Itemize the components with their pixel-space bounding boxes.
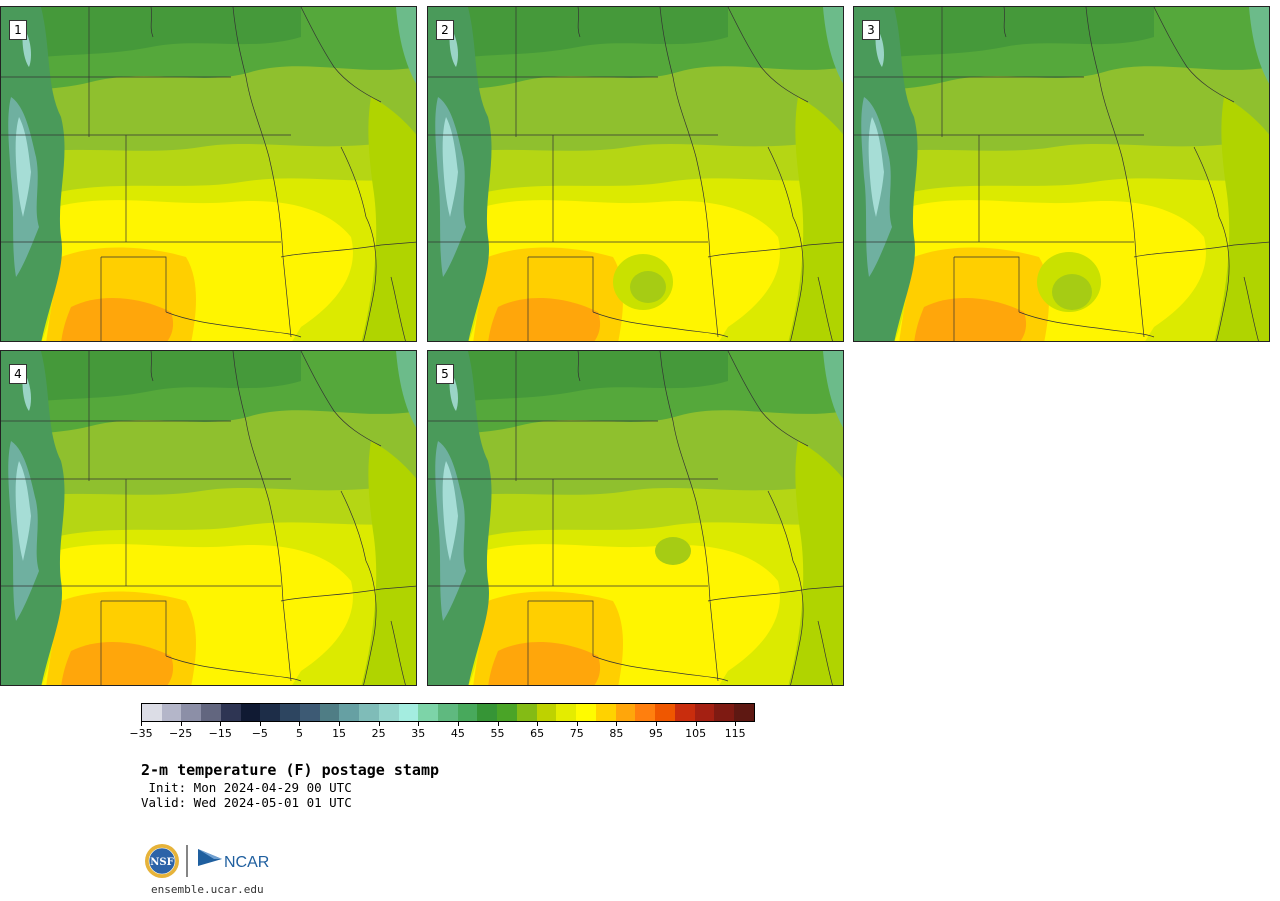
colorbar-tick-label: −35 (129, 727, 153, 740)
colorbar-swatch (497, 704, 517, 721)
colorbar-tick-label: 55 (490, 727, 505, 740)
nsf-ncar-logo: NSF NCAR (145, 844, 269, 878)
colorbar-swatch (418, 704, 439, 721)
chart-title: 2-m temperature (F) postage stamp (141, 761, 440, 779)
colorbar-swatch (477, 704, 498, 721)
colorbar-swatch (398, 704, 419, 721)
member-number: 2 (436, 20, 454, 40)
colorbar-swatch (615, 704, 636, 721)
ncar-logo: NCAR (198, 849, 269, 871)
colorbar-swatch (280, 704, 300, 721)
colorbar-tick (299, 722, 301, 726)
colorbar-tick-label: 45 (450, 727, 465, 740)
colorbar-swatch (299, 704, 320, 721)
colorbar-tick (537, 722, 539, 726)
colorbar-tick (616, 722, 618, 726)
colorbar-swatch (181, 704, 202, 721)
colorbar-tick (497, 722, 499, 726)
colorbar-tick-label: 35 (411, 727, 426, 740)
colorbar-swatch (536, 704, 557, 721)
nsf-logo: NSF (145, 844, 179, 878)
colorbar-swatch (220, 704, 241, 721)
svg-text:NCAR: NCAR (224, 854, 269, 871)
colorbar-tick (339, 722, 341, 726)
colorbar-tick (418, 722, 420, 726)
postage-stamp-panel-4: 4 (0, 350, 417, 686)
member-number: 3 (862, 20, 880, 40)
temperature-map (1, 351, 416, 685)
colorbar-swatch (359, 704, 379, 721)
colorbar-swatch (201, 704, 221, 721)
colorbar (141, 703, 755, 722)
postage-stamp-panel-2: 2 (427, 6, 844, 342)
colorbar-tick-label: −25 (169, 727, 193, 740)
valid-time: Valid: Wed 2024-05-01 01 UTC (141, 795, 352, 810)
temperature-map (428, 7, 843, 341)
init-time: Init: Mon 2024-04-29 00 UTC (141, 780, 352, 795)
colorbar-tick-label: 5 (295, 727, 303, 740)
colorbar-swatch (734, 704, 754, 721)
colorbar-tick (141, 722, 142, 726)
colorbar-tick-label: 25 (371, 727, 386, 740)
colorbar-tick (655, 722, 657, 726)
colorbar-swatch (378, 704, 399, 721)
temperature-map (428, 351, 843, 685)
colorbar-swatch (714, 704, 735, 721)
colorbar-tick-label: −15 (208, 727, 232, 740)
member-number: 5 (436, 364, 454, 384)
colorbar-tick (259, 722, 261, 726)
postage-stamp-panel-3: 3 (853, 6, 1270, 342)
colorbar-tick-label: 115 (724, 727, 746, 740)
colorbar-tick-label: 105 (685, 727, 707, 740)
colorbar-tick (735, 722, 737, 726)
colorbar-tick-label: −5 (251, 727, 268, 740)
colorbar-swatch (260, 704, 281, 721)
colorbar-swatch (635, 704, 656, 721)
colorbar-swatch (655, 704, 675, 721)
footer-url: ensemble.ucar.edu (151, 883, 264, 896)
colorbar-tick (378, 722, 380, 726)
colorbar-tick (180, 722, 182, 726)
colorbar-tick (457, 722, 459, 726)
colorbar-tick-label: 75 (569, 727, 584, 740)
colorbar-swatch (674, 704, 695, 721)
colorbar-swatch (339, 704, 360, 721)
postage-stamp-panel-1: 1 (0, 6, 417, 342)
temperature-map (854, 7, 1269, 341)
colorbar-swatch (556, 704, 577, 721)
postage-stamp-panel-5: 5 (427, 350, 844, 686)
colorbar-tick-label: 85 (609, 727, 624, 740)
member-number: 4 (9, 364, 27, 384)
colorbar-swatch (142, 704, 162, 721)
colorbar-swatch (576, 704, 596, 721)
colorbar-tick-label: 15 (332, 727, 347, 740)
colorbar-tick-label: 95 (648, 727, 663, 740)
colorbar-tick-label: 65 (530, 727, 545, 740)
colorbar-swatch (457, 704, 478, 721)
temperature-map (1, 7, 416, 341)
colorbar-tick (576, 722, 578, 726)
colorbar-swatch (319, 704, 340, 721)
colorbar-ticks: −35 −25 −15 −5 5 15 25 35 45 55 65 75 85 95 105 115 (129, 722, 755, 742)
member-number: 1 (9, 20, 27, 40)
colorbar-swatch (595, 704, 616, 721)
colorbar-swatch (161, 704, 182, 721)
colorbar-swatch (438, 704, 458, 721)
colorbar-swatch (694, 704, 715, 721)
colorbar-tick (220, 722, 222, 726)
colorbar-tick (695, 722, 697, 726)
colorbar-swatch (516, 704, 537, 721)
colorbar-swatch (240, 704, 261, 721)
svg-text:NSF: NSF (150, 857, 173, 868)
